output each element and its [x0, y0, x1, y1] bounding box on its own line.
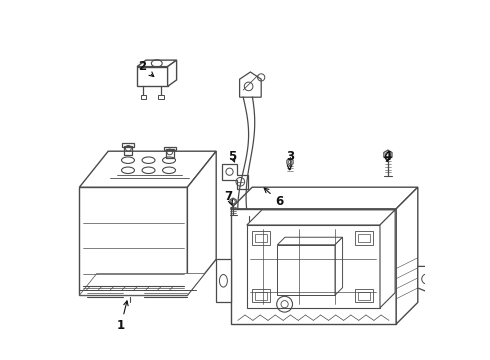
Bar — [255, 234, 268, 242]
Bar — [122, 143, 134, 147]
Polygon shape — [380, 210, 395, 308]
Polygon shape — [335, 237, 343, 295]
Text: 4: 4 — [383, 150, 392, 163]
Polygon shape — [168, 60, 176, 86]
Polygon shape — [287, 158, 293, 166]
Bar — [358, 234, 370, 242]
Text: 6: 6 — [264, 188, 283, 208]
Polygon shape — [137, 60, 176, 67]
Bar — [355, 231, 373, 245]
Polygon shape — [277, 245, 335, 295]
Polygon shape — [396, 187, 418, 324]
Polygon shape — [231, 209, 396, 324]
Polygon shape — [242, 196, 259, 205]
Text: 7: 7 — [225, 190, 233, 206]
Bar — [158, 95, 164, 99]
Bar — [358, 292, 370, 300]
Text: 1: 1 — [117, 301, 128, 332]
Polygon shape — [216, 259, 231, 302]
Polygon shape — [79, 274, 205, 295]
Polygon shape — [384, 150, 392, 159]
Bar — [124, 146, 132, 155]
Polygon shape — [222, 164, 247, 189]
Bar — [141, 95, 147, 99]
Polygon shape — [247, 225, 380, 308]
Polygon shape — [231, 187, 418, 209]
Text: 2: 2 — [138, 60, 154, 77]
Bar — [164, 147, 176, 150]
Polygon shape — [418, 266, 438, 295]
Polygon shape — [247, 210, 395, 225]
Bar — [255, 292, 268, 300]
Polygon shape — [240, 72, 261, 97]
Text: 3: 3 — [286, 150, 294, 170]
Bar — [166, 149, 174, 158]
Bar — [355, 289, 373, 302]
Bar — [252, 289, 270, 302]
Polygon shape — [187, 151, 216, 295]
Text: 5: 5 — [228, 150, 237, 163]
Polygon shape — [230, 198, 236, 205]
Polygon shape — [79, 151, 216, 187]
Polygon shape — [79, 187, 187, 295]
Bar — [252, 231, 270, 245]
Polygon shape — [277, 237, 343, 245]
Polygon shape — [137, 67, 168, 86]
